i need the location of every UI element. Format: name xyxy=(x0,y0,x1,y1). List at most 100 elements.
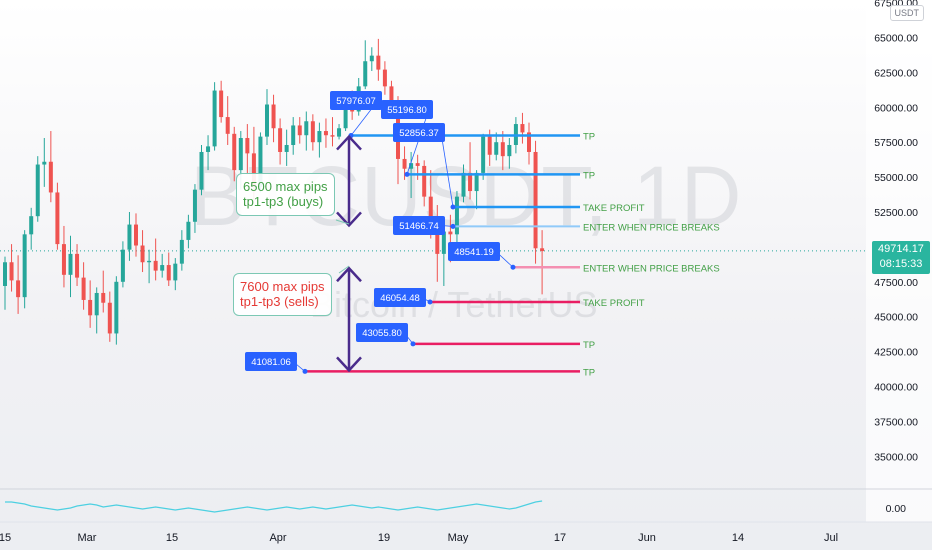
candle-body xyxy=(199,151,204,190)
candle-body xyxy=(271,104,276,129)
candle-body xyxy=(284,144,289,152)
price-label-text: 43055.80 xyxy=(362,328,402,339)
candle-body xyxy=(9,262,14,281)
candle-body xyxy=(107,302,112,334)
candle-body xyxy=(42,161,47,165)
price-label-connector xyxy=(440,132,454,208)
candle-body xyxy=(389,86,394,109)
candle-body xyxy=(101,292,106,303)
candle-body xyxy=(225,117,230,134)
candle-body xyxy=(140,245,145,263)
y-tick-label: 42500.00 xyxy=(874,347,918,359)
y-tick-label: 62500.00 xyxy=(874,67,918,79)
candle-body xyxy=(317,131,322,143)
y-tick-label: 40000.00 xyxy=(874,382,918,394)
x-tick-label: Jun xyxy=(638,532,656,544)
y-tick-label: 52500.00 xyxy=(874,207,918,219)
candle-body xyxy=(507,144,512,157)
y-tick-label: 57500.00 xyxy=(874,137,918,149)
anchor-point xyxy=(410,341,416,347)
candle-body xyxy=(153,260,158,271)
price-label-box xyxy=(245,352,297,371)
price-label-text: 51466.74 xyxy=(399,221,439,232)
sells-note[interactable]: 7600 max pips tp1-tp3 (sells) xyxy=(233,273,332,316)
price-label-box xyxy=(330,91,382,110)
candle-body xyxy=(166,265,171,281)
candle-body xyxy=(527,132,531,152)
candle-body xyxy=(409,163,414,169)
x-tick-label: Mar xyxy=(78,532,97,544)
y-tick-label: 60000.00 xyxy=(874,102,918,114)
x-tick-label: Jul xyxy=(824,532,838,544)
candle-body xyxy=(48,161,53,193)
level-label: TP xyxy=(583,367,595,378)
candle-body xyxy=(212,90,217,147)
candle-body xyxy=(3,262,7,286)
price-label-text: 48541.19 xyxy=(454,247,494,258)
y-tick-label: 35000.00 xyxy=(874,451,918,463)
candle-body xyxy=(81,277,86,300)
level-label: ENTER WHEN PRICE BREAKS xyxy=(583,222,720,233)
candle-body xyxy=(468,172,473,192)
level-label: TP xyxy=(583,340,595,351)
x-tick-label: 19 xyxy=(378,532,390,544)
candle-body xyxy=(68,253,73,275)
candle-body xyxy=(323,131,328,136)
candle-body xyxy=(127,224,132,250)
x-tick-label: 15 xyxy=(166,532,178,544)
price-label-text: 57976.07 xyxy=(336,96,376,107)
x-tick-label: 15 xyxy=(0,532,11,544)
candle-body xyxy=(540,248,545,252)
candle-body xyxy=(134,224,138,246)
candle-body xyxy=(120,249,125,282)
price-label-box xyxy=(448,242,500,261)
price-label-box xyxy=(374,288,426,307)
level-label: TAKE PROFIT xyxy=(583,298,645,309)
candle-body xyxy=(428,196,433,222)
last-price: 49714.17 xyxy=(878,243,924,255)
candle-body xyxy=(533,151,538,249)
price-label-text: 52856.37 xyxy=(399,128,439,139)
x-tick-label: 14 xyxy=(732,532,744,544)
candle-body xyxy=(481,136,486,173)
candle-body xyxy=(173,263,178,281)
candle-body xyxy=(454,196,459,235)
y-tick-label: 47500.00 xyxy=(874,277,918,289)
candle-body xyxy=(22,234,27,298)
countdown-timer: 08:15:33 xyxy=(879,258,923,270)
price-label-box xyxy=(356,323,408,342)
buys-range-arrow-head-top xyxy=(336,134,362,151)
price-label-box xyxy=(393,216,445,235)
buys-range-arrow-head-bottom xyxy=(336,211,362,228)
price-label-text: 55196.80 xyxy=(387,105,427,116)
candle-body xyxy=(186,221,191,240)
candle-body xyxy=(422,165,427,197)
candle-body xyxy=(304,121,309,136)
indicator-line xyxy=(5,500,543,513)
candle-body xyxy=(520,124,525,133)
y-tick-label: 55000.00 xyxy=(874,172,918,184)
candle-body xyxy=(330,135,335,137)
x-tick-label: 17 xyxy=(554,532,566,544)
candle-body xyxy=(487,136,492,155)
candle-body xyxy=(55,192,60,245)
indicator-axis-label: 0.00 xyxy=(886,503,907,515)
candle-body xyxy=(363,61,368,87)
y-tick-label: 65000.00 xyxy=(874,33,918,45)
candle-body xyxy=(238,138,243,171)
candle-body xyxy=(16,280,21,298)
level-label: TP xyxy=(583,170,595,181)
candle-body xyxy=(61,244,66,275)
candle-body xyxy=(265,104,269,137)
anchor-point xyxy=(404,171,410,177)
candle-body xyxy=(376,55,381,70)
buys-note[interactable]: 6500 max pips tp1-tp3 (buys) xyxy=(236,173,335,216)
y-tick-label: 37500.00 xyxy=(874,416,918,428)
note-connector xyxy=(335,219,350,225)
currency-badge[interactable]: USDT xyxy=(889,5,924,21)
price-label-box xyxy=(393,123,445,142)
price-label-text: 41081.06 xyxy=(251,357,291,368)
candle-body xyxy=(461,172,466,197)
